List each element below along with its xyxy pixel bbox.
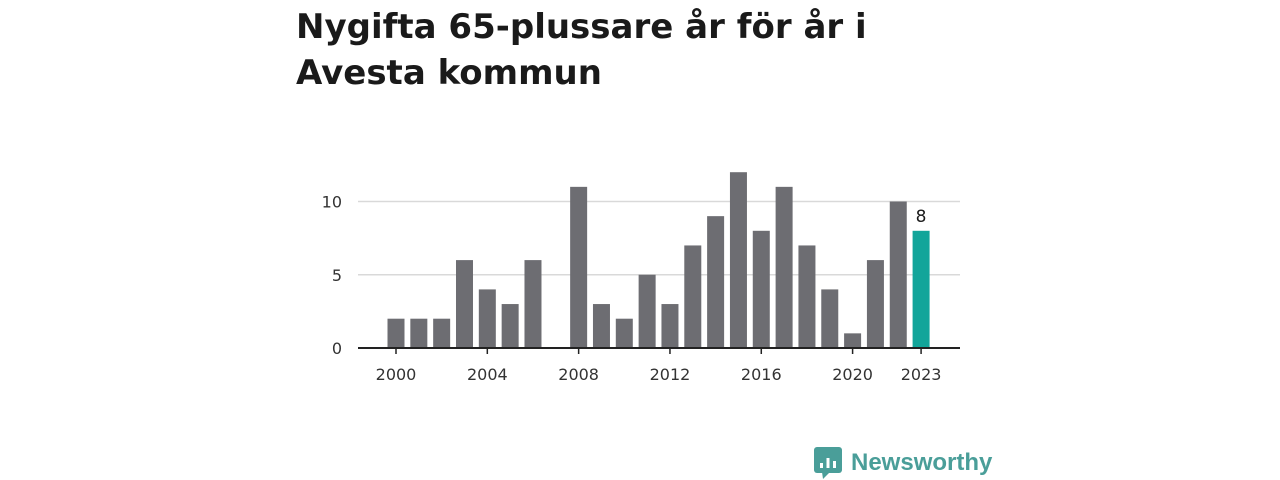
brand-name: Newsworthy [851, 449, 993, 476]
y-tick-label: 0 [332, 339, 342, 358]
bar [455, 260, 473, 348]
x-tick-label: 2004 [467, 365, 508, 384]
bar [638, 274, 656, 348]
bar [433, 318, 451, 348]
bar [889, 201, 907, 348]
x-tick-label: 2020 [832, 365, 873, 384]
bar [707, 216, 725, 348]
y-tick-label: 5 [332, 266, 342, 285]
x-tick-label: 2008 [558, 365, 599, 384]
bar [912, 230, 930, 348]
y-tick-label: 10 [322, 193, 342, 212]
bar [729, 172, 747, 348]
x-tick-label: 2012 [650, 365, 691, 384]
data-label: 8 [916, 207, 927, 227]
bar [821, 289, 839, 348]
bars [387, 172, 930, 348]
data-labels: 8 [916, 207, 927, 227]
bar [775, 186, 793, 348]
bar [570, 186, 588, 348]
x-tick-label: 2023 [901, 365, 942, 384]
bar [478, 289, 496, 348]
bar [844, 333, 862, 348]
x-tick-label: 2016 [741, 365, 782, 384]
bar [752, 230, 770, 348]
bar [524, 260, 542, 348]
newsworthy-logo-icon [814, 447, 842, 479]
chart-title: Nygifta 65-plussare år för år i Avesta k… [296, 7, 867, 93]
bar [387, 318, 405, 348]
x-tick-label: 2000 [376, 365, 417, 384]
x-axis-ticks: 2000 2004 2008 2012 2016 2020 2023 [376, 348, 942, 384]
bar [798, 245, 816, 348]
newsworthy-logo: Newsworthy [814, 446, 992, 480]
bar [501, 304, 519, 348]
y-axis-ticks: 0 5 10 [322, 193, 342, 359]
bar [684, 245, 702, 348]
bar [615, 318, 633, 348]
bar [410, 318, 428, 348]
bar [866, 260, 884, 348]
bar [592, 304, 610, 348]
bar [661, 304, 679, 348]
